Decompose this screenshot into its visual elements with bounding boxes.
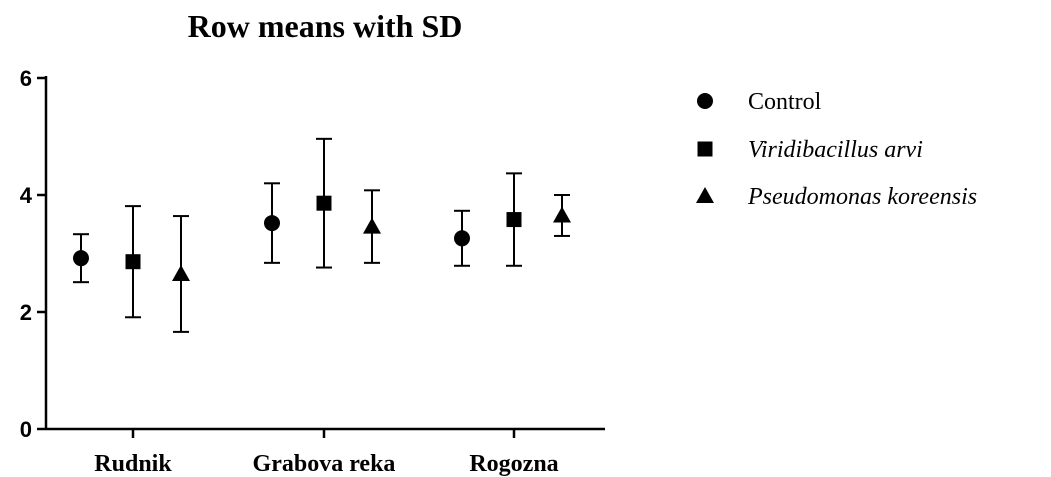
- data-point-square: [125, 254, 141, 270]
- data-point-square: [316, 195, 332, 211]
- legend-label: Pseudomonas koreensis: [747, 184, 977, 210]
- legend-label: Viridibacillus arvi: [748, 137, 923, 163]
- y-tick-label: 0: [20, 417, 32, 442]
- data-point-square: [506, 212, 522, 228]
- x-tick-label: Rudnik: [94, 451, 172, 477]
- legend-marker-triangle: [696, 187, 714, 203]
- y-tick-label: 2: [20, 300, 32, 325]
- data-point-circle: [454, 230, 470, 247]
- legend-marker-circle: [697, 93, 713, 109]
- y-tick-label: 6: [20, 66, 32, 91]
- x-tick-label: Rogozna: [469, 451, 558, 477]
- legend: Control Viridibacillus arvi Pseudomonas ko…: [696, 89, 977, 210]
- x-tick-label: Grabova reka: [253, 451, 396, 477]
- data-point-triangle: [363, 217, 381, 234]
- data-point-triangle: [172, 264, 190, 281]
- axes: 0 2 4 6 Rudnik Grabova reka Rogozna: [20, 66, 605, 477]
- chart-marks: [73, 137, 571, 333]
- data-point-circle: [73, 250, 89, 267]
- chart-title: Row means with SD: [188, 8, 463, 44]
- data-point-triangle: [553, 206, 571, 223]
- y-tick-label: 4: [20, 183, 33, 208]
- legend-marker-square: [697, 141, 713, 157]
- legend-label: Control: [748, 89, 822, 115]
- data-point-circle: [264, 215, 280, 232]
